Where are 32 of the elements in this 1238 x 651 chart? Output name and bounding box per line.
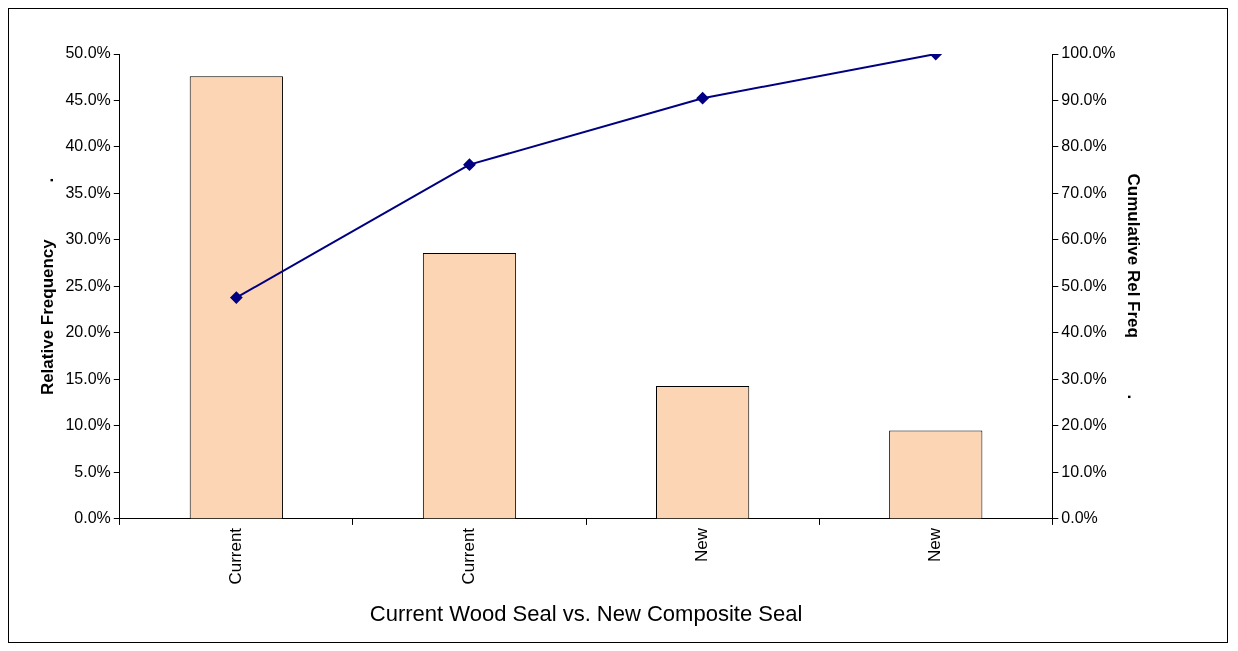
- y2-tick-label: 60.0%: [1061, 230, 1107, 248]
- y2-tick-label: 100.0%: [1061, 44, 1116, 62]
- y-tick-label: 15.0%: [65, 369, 111, 387]
- y-tick-label: 35.0%: [65, 183, 111, 201]
- x-axis-title: Current Wood Seal vs. New Composite Seal: [369, 600, 803, 626]
- y2-tick-label: 50.0%: [1061, 276, 1107, 294]
- y-tick-label: 20.0%: [65, 323, 111, 341]
- y-axis-title: Relative Frequency .: [37, 177, 57, 396]
- x-tick-label: New: [925, 527, 945, 562]
- y2-tick-label: 70.0%: [1061, 183, 1107, 201]
- y2-tick-label: 80.0%: [1061, 137, 1107, 155]
- x-tick-label: New: [692, 527, 712, 562]
- y2-tick-label: 40.0%: [1061, 323, 1107, 341]
- y2-tick-label: 30.0%: [1061, 369, 1107, 387]
- y-tick-label: 0.0%: [74, 509, 111, 527]
- y2-tick-label: 0.0%: [1061, 509, 1098, 527]
- y2-tick-label: 90.0%: [1061, 90, 1107, 108]
- point: [696, 92, 709, 105]
- y-tick-label: 25.0%: [65, 276, 111, 294]
- y2-tick-label: 20.0%: [1061, 416, 1107, 434]
- y2-axis-title: Cumulative Rel Freq .: [1124, 173, 1144, 400]
- y-tick-label: 30.0%: [65, 230, 111, 248]
- x-tick-label: Current: [459, 527, 479, 585]
- y-tick-label: 5.0%: [74, 462, 111, 480]
- y2-tick-label: 10.0%: [1061, 462, 1107, 480]
- y-tick-label: 50.0%: [65, 44, 111, 62]
- x-tick-label: Current: [226, 527, 246, 585]
- y-tick-label: 10.0%: [65, 416, 111, 434]
- y-tick-label: 40.0%: [65, 137, 111, 155]
- point: [230, 291, 243, 304]
- point: [463, 158, 476, 171]
- y-tick-label: 45.0%: [65, 90, 111, 108]
